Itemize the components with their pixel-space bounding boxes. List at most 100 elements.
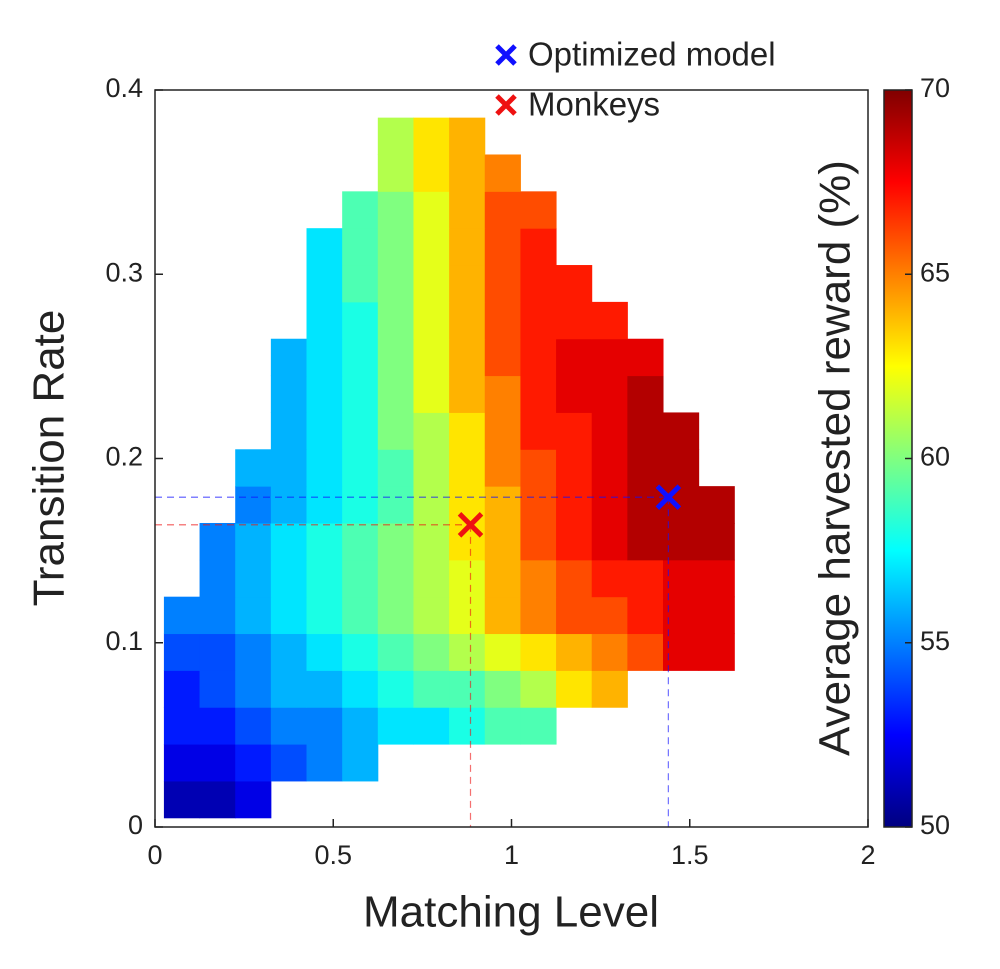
heat-cell: [663, 522, 700, 561]
heat-cell: [413, 707, 450, 745]
heat-cell: [698, 633, 735, 671]
heat-cell: [520, 707, 557, 745]
heat-cell: [698, 596, 735, 635]
heat-cell: [663, 412, 700, 450]
heat-cell: [199, 522, 236, 561]
y-axis-label: Transition Rate: [25, 310, 74, 607]
heat-cell: [342, 522, 379, 561]
heat-cell: [377, 412, 414, 450]
heat-cell: [484, 633, 521, 671]
colorbar-tick-label: 65: [920, 257, 950, 287]
heat-cell: [627, 338, 664, 377]
heat-cell: [591, 559, 628, 598]
heat-cell: [377, 338, 414, 377]
heat-cell: [591, 522, 628, 561]
heat-cell: [520, 338, 557, 377]
heat-cell: [484, 670, 521, 708]
heat-cell: [484, 301, 521, 340]
heat-cell: [235, 744, 272, 782]
heat-cell: [484, 375, 521, 413]
heat-cell: [306, 559, 343, 598]
point-marker: [457, 512, 484, 538]
heat-cell: [484, 228, 521, 266]
heat-cell: [413, 670, 450, 708]
heat-cell: [163, 670, 201, 708]
heat-cell: [449, 449, 486, 487]
heat-cell: [413, 154, 450, 192]
colorbar-tick-label: 70: [920, 73, 950, 103]
y-tick-label: 0.3: [105, 257, 143, 287]
heat-cell: [306, 707, 343, 745]
heat-cell: [413, 412, 450, 450]
heat-cell: [663, 633, 700, 671]
heat-cell: [413, 375, 450, 413]
heat-cell: [163, 596, 201, 635]
heat-cell: [413, 301, 450, 340]
legend-marker: [495, 44, 517, 66]
heat-cell: [342, 375, 379, 413]
heat-cell: [484, 596, 521, 635]
x-tick-label: 0.5: [314, 840, 352, 870]
colorbar-tick-label: 50: [920, 810, 950, 840]
heat-cell: [484, 486, 521, 524]
heat-cell: [306, 744, 343, 782]
heat-cell: [449, 228, 486, 266]
heat-cell: [270, 596, 308, 635]
heat-cell: [270, 744, 308, 782]
heat-cell: [199, 780, 236, 819]
heat-cell: [520, 412, 557, 450]
heat-cell: [342, 412, 379, 450]
heat-cell: [342, 265, 379, 303]
heat-cell: [627, 633, 664, 671]
legend-marker: [495, 94, 517, 116]
heat-cell: [342, 449, 379, 487]
heat-cell: [520, 265, 557, 303]
heat-cell: [163, 707, 201, 745]
heat-cell: [235, 449, 272, 487]
point-marker: [655, 484, 682, 510]
heat-cell: [413, 191, 450, 229]
heat-cell: [342, 596, 379, 635]
heat-cell: [449, 375, 486, 413]
heat-cell: [342, 559, 379, 598]
heat-cell: [520, 670, 557, 708]
heat-cell: [377, 191, 414, 229]
heat-cell: [235, 633, 272, 671]
heat-cell: [449, 265, 486, 303]
heat-cell: [413, 486, 450, 524]
heat-cell: [199, 633, 236, 671]
heat-cell: [413, 522, 450, 561]
heat-cell: [556, 338, 593, 377]
heat-cell: [627, 412, 664, 450]
heat-cell: [377, 449, 414, 487]
heat-cell: [556, 486, 593, 524]
heat-cell: [449, 117, 486, 155]
heat-cell: [377, 486, 414, 524]
heat-cell: [556, 670, 593, 708]
heat-cell: [591, 670, 628, 708]
heat-cell: [413, 633, 450, 671]
heat-cell: [306, 338, 343, 377]
heat-cell: [556, 522, 593, 561]
heat-cell: [413, 338, 450, 377]
heat-cell: [556, 633, 593, 671]
heat-cell: [306, 412, 343, 450]
heat-cell: [449, 191, 486, 229]
heat-cell: [377, 265, 414, 303]
heat-cell: [199, 744, 236, 782]
heat-cell: [556, 596, 593, 635]
heat-cell: [663, 449, 700, 487]
heat-cell: [627, 449, 664, 487]
heat-cell: [627, 559, 664, 598]
heat-cell: [484, 154, 521, 192]
x-tick-label: 1: [504, 840, 519, 870]
heat-cell: [556, 375, 593, 413]
heat-cell: [377, 559, 414, 598]
heat-cell: [556, 301, 593, 340]
heat-cell: [270, 338, 308, 377]
heat-cell: [306, 449, 343, 487]
heat-cell: [413, 559, 450, 598]
heat-cell: [306, 596, 343, 635]
heat-cell: [556, 412, 593, 450]
heat-cell: [520, 559, 557, 598]
